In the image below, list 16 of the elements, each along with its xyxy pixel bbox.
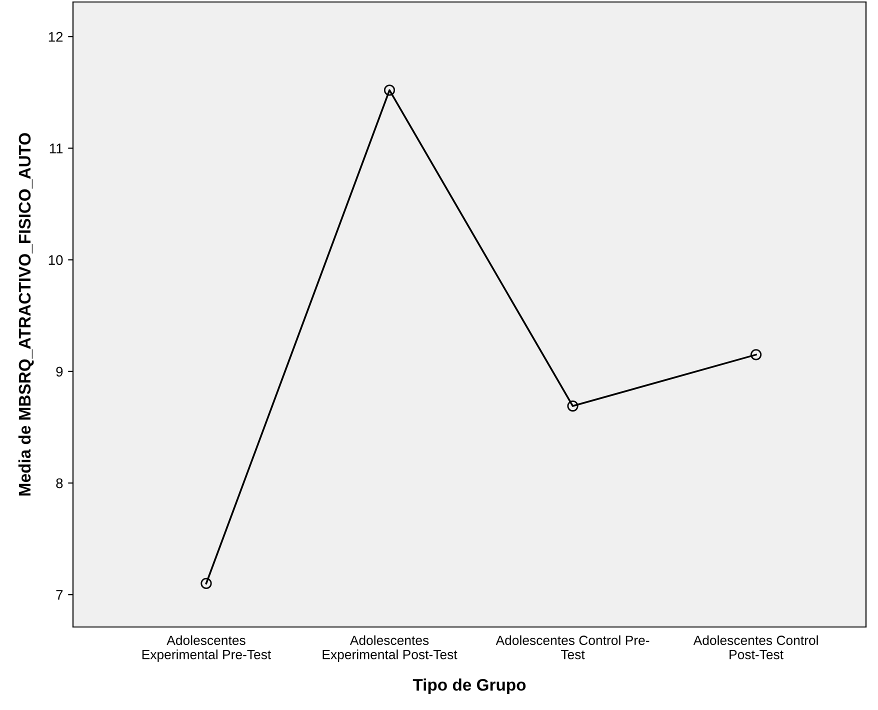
x-tick-label: Adolescentes Experimental Post-Test [322,635,458,662]
point [750,349,762,360]
x-tick-label: Adolescentes Experimental Pre-Test [142,635,272,662]
point [567,400,578,412]
y-tick-label: 12 [48,32,63,42]
y-tick-label: 11 [50,144,63,154]
point [384,84,396,96]
x-tick-label: Adolescentes Control Post-Test [693,635,818,660]
x-axis-title: Tipo de Grupo [412,678,526,694]
x-tick-label: Adolescentes Control Pre- Test [496,635,650,660]
y-tick-label: 7 [56,590,63,600]
y-tick-label: 10 [48,255,63,265]
point [200,578,212,590]
y-axis-title: Media de MBSRQ_ATRACTIVO_FISICO_AUTO [18,133,34,496]
y-tick-label: 8 [56,478,63,488]
y-tick-label: 9 [56,366,63,377]
